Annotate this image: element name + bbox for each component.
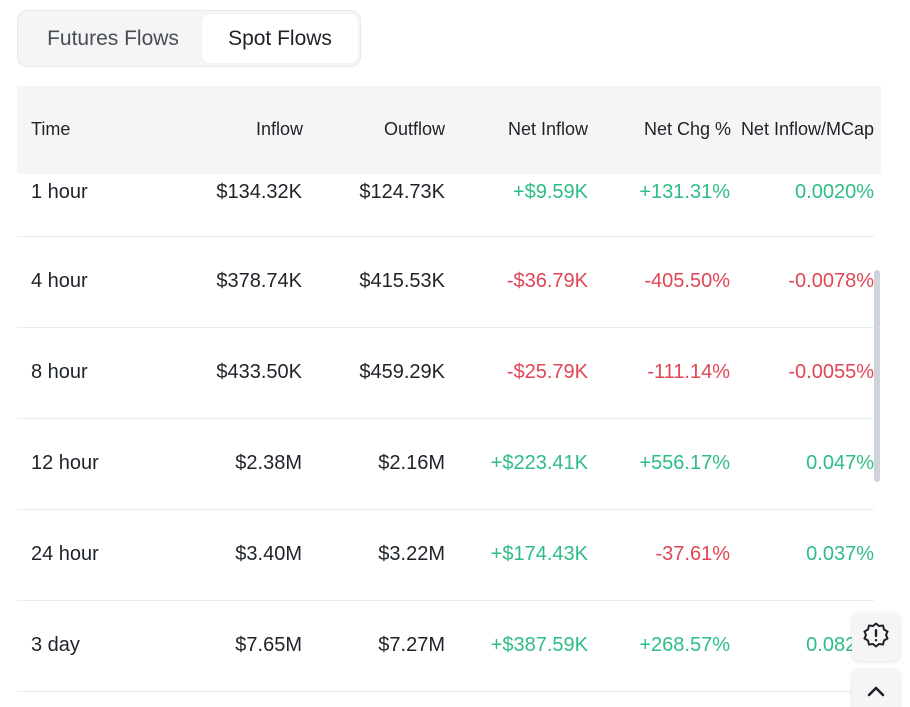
cell-inflow: $2.38M xyxy=(235,452,302,474)
cell-net-inflow-mcap: -0.0078% xyxy=(788,270,874,292)
table-row: 1 hour $134.32K $124.73K +$9.59K +131.31% 0.0… xyxy=(17,174,874,237)
alert-button[interactable] xyxy=(852,613,900,661)
tab-futures-flows[interactable]: Futures Flows xyxy=(47,27,179,50)
cell-inflow: $378.74K xyxy=(216,270,302,292)
header-net-inflow-mcap: Net Inflow/MCap xyxy=(740,119,874,139)
table-row: 12 hour $2.38M $2.16M +$223.41K +556.17% 0.04… xyxy=(17,419,874,510)
tab-spot-flows[interactable]: Spot Flows xyxy=(202,14,358,63)
table-scrollbar[interactable] xyxy=(874,270,880,482)
cell-net-inflow: +$9.59K xyxy=(512,181,588,203)
cell-outflow: $459.29K xyxy=(359,361,445,383)
table-body: 1 hour $134.32K $124.73K +$9.59K +131.31% 0.0… xyxy=(17,174,881,692)
cell-inflow: $3.40M xyxy=(235,543,302,565)
table-row: 3 day $7.65M $7.27M +$387.59K +268.57% 0.082% xyxy=(17,601,874,692)
header-outflow: Outflow xyxy=(383,119,445,139)
cell-outflow: $2.16M xyxy=(378,452,445,474)
header-time: Time xyxy=(31,119,71,139)
cell-net-chg: -37.61% xyxy=(655,543,731,565)
cell-net-inflow: +$387.59K xyxy=(490,634,588,656)
cell-net-chg: +556.17% xyxy=(639,452,730,474)
cell-time: 4 hour xyxy=(31,270,88,292)
cell-net-chg: +268.57% xyxy=(639,634,730,656)
header-net-chg: Net Chg % xyxy=(643,119,731,139)
flows-table: Time Inflow Outflow Net Inflow Net Chg %… xyxy=(17,86,881,692)
cell-time: 12 hour xyxy=(31,452,99,474)
table-row: 4 hour $378.74K $415.53K -$36.79K -405.50% -0… xyxy=(17,237,874,328)
cell-inflow: $433.50K xyxy=(216,361,302,383)
cell-net-chg: +131.31% xyxy=(639,181,730,203)
cell-time: 8 hour xyxy=(31,361,88,383)
cell-net-inflow: -$36.79K xyxy=(506,270,588,292)
cell-time: 1 hour xyxy=(31,181,88,203)
cell-net-inflow-mcap: -0.0055% xyxy=(788,361,874,383)
cell-time: 24 hour xyxy=(31,543,99,565)
cell-net-inflow-mcap: 0.047% xyxy=(806,452,874,474)
cell-net-inflow-mcap: 0.0020% xyxy=(795,181,874,203)
cell-inflow: $134.32K xyxy=(216,181,302,203)
header-inflow: Inflow xyxy=(255,119,303,139)
chevron-up-icon xyxy=(865,680,887,707)
table-row: 8 hour $433.50K $459.29K -$25.79K -111.14% -0… xyxy=(17,328,874,419)
flow-tabs: Futures Flows Spot Flows xyxy=(17,10,361,67)
cell-net-chg: -405.50% xyxy=(644,270,730,292)
cell-outflow: $3.22M xyxy=(378,543,445,565)
cell-net-inflow: -$25.79K xyxy=(506,361,588,383)
table-header: Time Inflow Outflow Net Inflow Net Chg %… xyxy=(17,86,881,174)
cell-net-chg: -111.14% xyxy=(647,361,730,383)
cell-net-inflow: +$174.43K xyxy=(490,543,588,565)
table-row: 24 hour $3.40M $3.22M +$174.43K -37.61% 0.037… xyxy=(17,510,874,601)
cell-time: 3 day xyxy=(31,634,80,656)
cell-outflow: $415.53K xyxy=(359,270,445,292)
cell-outflow: $124.73K xyxy=(359,181,445,203)
scroll-top-button[interactable] xyxy=(852,669,900,707)
cell-outflow: $7.27M xyxy=(378,634,445,656)
alert-badge-icon xyxy=(862,621,890,654)
cell-net-inflow: +$223.41K xyxy=(490,452,588,474)
cell-net-inflow-mcap: 0.037% xyxy=(806,543,874,565)
header-net-inflow: Net Inflow xyxy=(507,119,588,139)
cell-inflow: $7.65M xyxy=(235,634,302,656)
